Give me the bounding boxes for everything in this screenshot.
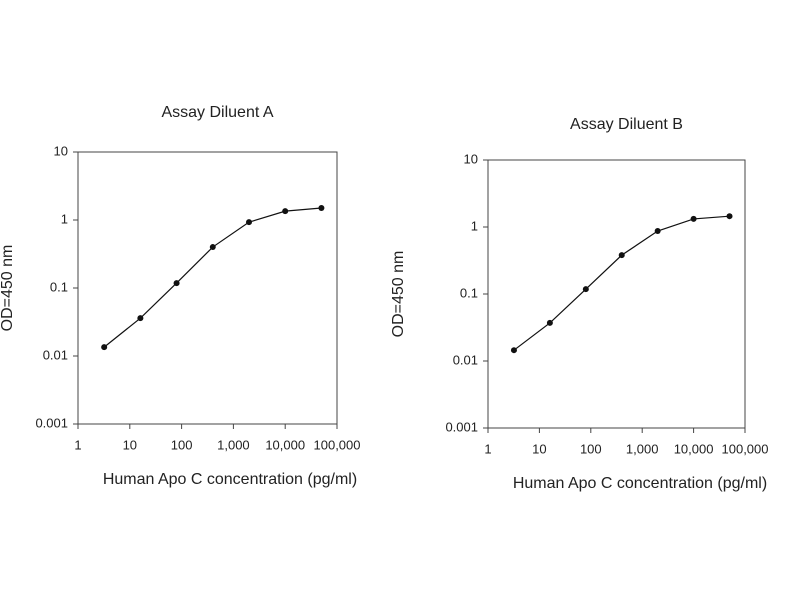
x-tick-label: 100,000: [722, 441, 769, 456]
y-tick-label: 0.01: [43, 347, 68, 362]
y-tick-label: 10: [54, 143, 68, 158]
y-axis-label: OD=450 nm: [390, 251, 407, 338]
y-tick-label: 0.1: [460, 285, 478, 300]
point: [101, 344, 108, 351]
x-tick-label: 10: [532, 441, 546, 456]
point: [618, 252, 625, 259]
line: [103, 207, 322, 348]
point: [510, 347, 517, 354]
point: [318, 205, 325, 212]
line: [513, 215, 730, 351]
x-tick-label: 1: [74, 437, 81, 452]
x-tick-label: 10: [123, 437, 137, 452]
x-tick-label: 1,000: [217, 437, 250, 452]
point: [137, 315, 144, 322]
x-tick-label: 1,000: [626, 441, 659, 456]
point: [726, 213, 733, 220]
point: [654, 228, 661, 235]
x-tick-label: 100: [171, 437, 193, 452]
x-axis-label: Human Apo C concentration (pg/ml): [103, 471, 357, 488]
plot-frame: [77, 151, 338, 425]
y-tick-label: 1: [61, 211, 68, 226]
point: [582, 286, 589, 293]
point: [173, 280, 180, 287]
y-tick-label: 0.001: [445, 419, 478, 434]
y-tick-label: 1: [471, 218, 478, 233]
y-tick-label: 10: [464, 151, 478, 166]
y-axis-label: OD=450 nm: [0, 245, 16, 332]
point: [282, 208, 289, 215]
chart-title: Assay Diluent A: [161, 104, 273, 121]
point: [690, 215, 697, 222]
x-tick-label: 100,000: [314, 437, 361, 452]
y-tick-label: 0.01: [453, 352, 478, 367]
x-tick-label: 10,000: [674, 441, 714, 456]
y-tick-label: 0.1: [50, 279, 68, 294]
x-tick-label: 1: [484, 441, 491, 456]
chart-title: Assay Diluent B: [570, 116, 683, 133]
x-tick-label: 10,000: [265, 437, 305, 452]
point: [546, 319, 553, 326]
plot-frame: [487, 159, 746, 429]
x-tick-label: 100: [580, 441, 602, 456]
x-axis-label: Human Apo C concentration (pg/ml): [513, 475, 767, 492]
point: [245, 219, 252, 226]
y-tick-label: 0.001: [35, 415, 68, 430]
point: [209, 244, 216, 251]
